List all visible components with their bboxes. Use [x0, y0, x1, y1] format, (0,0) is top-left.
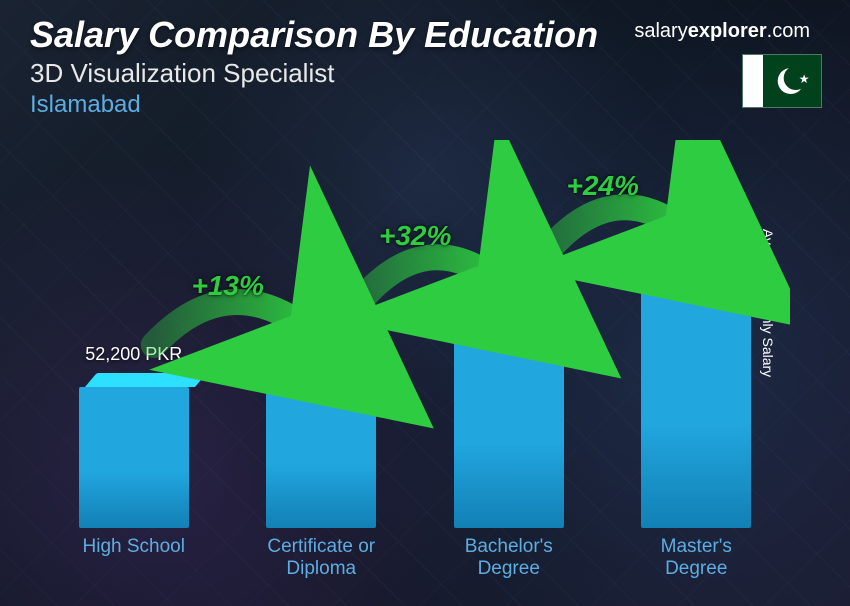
- category-label: Master'sDegree: [603, 536, 791, 580]
- brand-watermark: salaryexplorer.com: [634, 20, 810, 43]
- increase-pct-label: +13%: [192, 270, 264, 302]
- bar: [454, 304, 564, 528]
- flag-star-icon: ★: [799, 72, 810, 86]
- bar-value-label: 96,000 PKR: [648, 225, 745, 246]
- country-flag: ★: [742, 54, 822, 108]
- bars-container: 52,200 PKR 58,900 PKR 77,400 PKR 96,000 PKR: [40, 140, 790, 528]
- brand-suffix: .com: [767, 20, 810, 42]
- bar: [266, 354, 376, 528]
- increase-pct-label: +32%: [379, 220, 451, 252]
- flag-stripe: [743, 55, 763, 107]
- bar-value-label: 52,200 PKR: [85, 344, 182, 365]
- bar-slot: 58,900 PKR: [228, 140, 416, 528]
- bar: [79, 373, 189, 528]
- category-label: Certificate orDiploma: [228, 536, 416, 580]
- chart-location: Islamabad: [30, 91, 820, 119]
- category-labels: High SchoolCertificate orDiplomaBachelor…: [40, 536, 790, 580]
- category-label: High School: [40, 536, 228, 580]
- bar: [641, 254, 751, 528]
- brand-bold: explorer: [688, 20, 767, 42]
- chart-subtitle: 3D Visualization Specialist: [30, 58, 820, 89]
- bar-slot: 52,200 PKR: [40, 140, 228, 528]
- increase-pct-label: +24%: [567, 170, 639, 202]
- brand-prefix: salary: [634, 20, 687, 42]
- bar-chart: 52,200 PKR 58,900 PKR 77,400 PKR 96,000 PKR…: [40, 140, 790, 580]
- bar-value-label: 77,400 PKR: [460, 275, 557, 296]
- category-label: Bachelor'sDegree: [415, 536, 603, 580]
- bar-value-label: 58,900 PKR: [273, 325, 370, 346]
- flag-field: ★: [763, 55, 822, 107]
